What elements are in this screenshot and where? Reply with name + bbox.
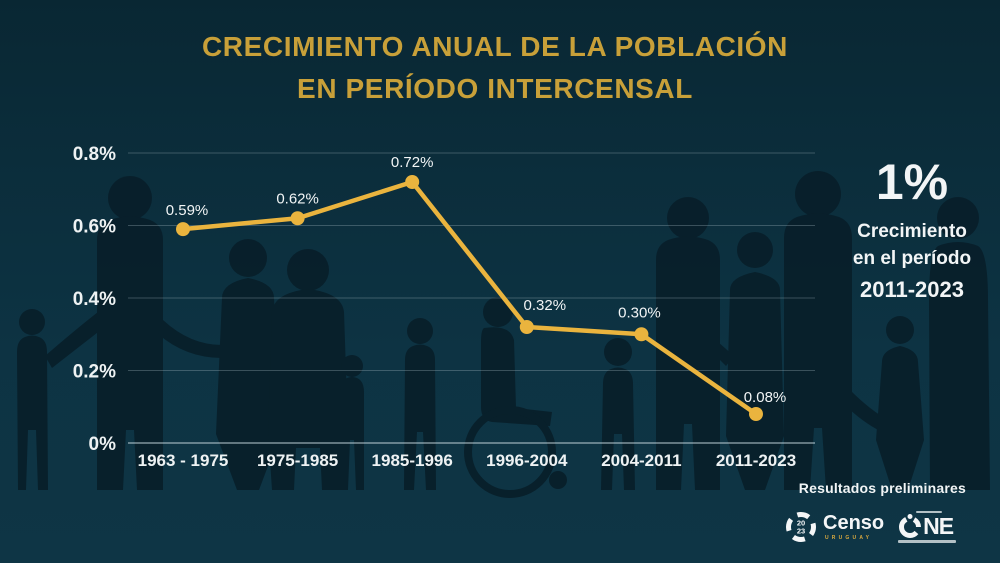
preliminary-results-note: Resultados preliminares <box>798 480 966 496</box>
ine-tagline-bottom <box>898 540 957 543</box>
data-point <box>634 327 649 342</box>
x-tick-label: 1996-2004 <box>486 451 568 470</box>
censo-logo: 20 23 Censo URUGUAY <box>784 509 884 545</box>
ine-tagline-top <box>916 511 943 513</box>
data-point <box>290 211 305 226</box>
page-title: CRECIMIENTO ANUAL DE LA POBLACIÓN EN PER… <box>0 26 990 110</box>
censo-logo-country: URUGUAY <box>825 535 873 541</box>
page-title-line2: EN PERÍODO INTERCENSAL <box>297 73 693 104</box>
highlight-panel: 1% Crecimiento en el período 2011-2023 <box>838 156 986 303</box>
data-point <box>176 222 190 237</box>
y-tick-label: 0.2% <box>73 362 116 383</box>
y-tick-label: 0.6% <box>73 217 116 238</box>
data-line <box>180 179 759 417</box>
highlight-text-line2: en el período <box>852 248 972 269</box>
data-point-label: 0.30% <box>618 304 661 321</box>
x-tick-label: 2011-2023 <box>716 451 796 470</box>
highlight-value: 1% <box>875 154 949 210</box>
y-tick-label: 0% <box>89 434 117 455</box>
highlight-period: 2011-2023 <box>860 277 964 302</box>
y-tick-label: 0.4% <box>73 289 116 310</box>
ine-logo: NE <box>898 511 957 543</box>
data-point-label: 0.62% <box>276 190 319 207</box>
svg-text:23: 23 <box>797 527 805 536</box>
ine-logo-letters: NE <box>923 512 954 539</box>
data-point-label: 0.08% <box>744 389 787 406</box>
data-point-label: 0.32% <box>524 297 567 314</box>
footer-logos: 20 23 Censo URUGUAY NE <box>784 506 970 548</box>
data-point <box>405 175 420 189</box>
x-tick-label: 2004-2011 <box>601 451 681 470</box>
data-point-label: 0.59% <box>166 202 209 219</box>
y-tick-label: 0.8% <box>73 144 116 165</box>
data-point <box>749 407 763 421</box>
censo-logo-name: Censo <box>823 512 885 534</box>
ine-circle-icon <box>899 514 922 538</box>
page-title-line1: CRECIMIENTO ANUAL DE LA POBLACIÓN <box>201 31 789 62</box>
x-tick-label: 1985-1996 <box>372 451 453 470</box>
svg-text:20: 20 <box>797 519 805 528</box>
highlight-text-line1: Crecimiento <box>857 221 967 242</box>
censo-gear-icon: 20 23 <box>786 512 816 542</box>
x-tick-label: 1975-1985 <box>257 451 338 470</box>
data-point-label: 0.72% <box>391 154 434 171</box>
data-point <box>519 320 534 334</box>
x-tick-label: 1963 - 1975 <box>138 451 229 470</box>
